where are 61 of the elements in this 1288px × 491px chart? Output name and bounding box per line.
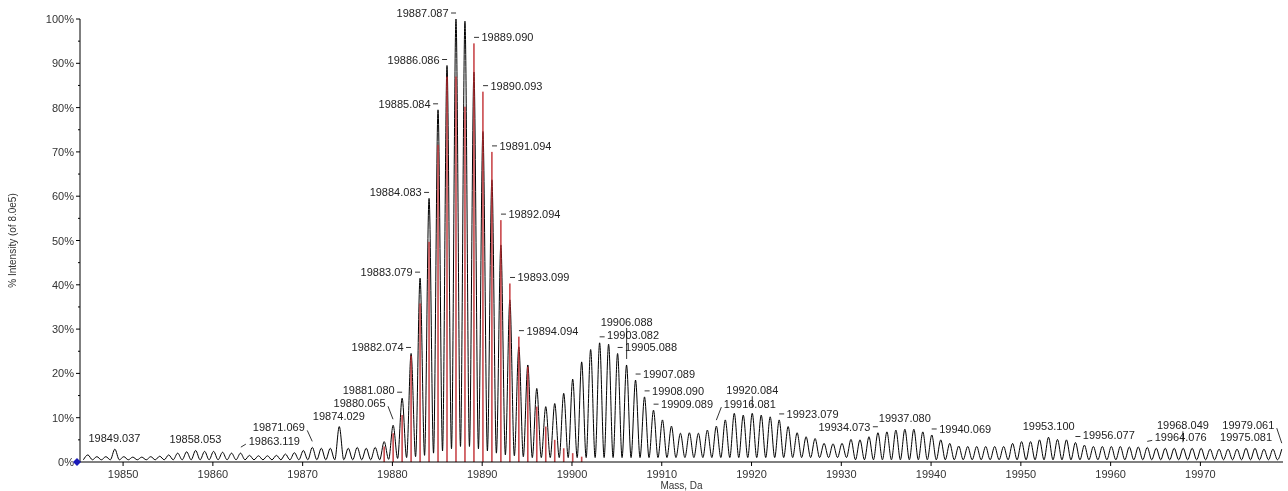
annotation: 19886.086 (387, 53, 440, 66)
x-tick-label: 19960 (1095, 468, 1126, 480)
y-tick-label: 10% (51, 411, 75, 424)
x-tick-label: 19970 (1185, 468, 1216, 480)
x-tick-label: 19910 (646, 468, 678, 480)
y-axis-title: % Intensity (of 8.0e5) (7, 193, 18, 288)
annotation: 19871.069 (252, 421, 305, 434)
annotation: 19863.119 (248, 435, 300, 448)
annotation: 19894.094 (526, 324, 579, 337)
annotation: 19968.049 (1156, 419, 1209, 432)
annotation: 19940.069 (939, 422, 992, 435)
x-tick-label: 19930 (826, 468, 857, 480)
x-tick-label: 19850 (107, 468, 139, 480)
annotation: 19890.093 (490, 79, 543, 92)
annotation: 19874.029 (312, 409, 365, 422)
y-tick-label: 40% (51, 278, 75, 291)
annotation: 19881.080 (342, 384, 395, 397)
x-tick-label: 19900 (556, 468, 588, 480)
annotation: 19887.087 (396, 7, 449, 19)
annotation: 19920.084 (726, 384, 779, 397)
annotation: 19858.053 (169, 433, 222, 446)
annotation: 19934.073 (818, 420, 871, 433)
y-tick-label: 60% (51, 190, 75, 203)
annotation: 19849.037 (88, 432, 141, 445)
annotation: 19916.081 (723, 398, 776, 411)
y-tick-label: 90% (51, 57, 75, 70)
y-tick-label: 100% (45, 13, 75, 25)
annotation: 19964.076 (1154, 431, 1207, 444)
annotation: 19884.083 (369, 186, 422, 199)
annotation: 19906.088 (600, 315, 653, 328)
annotation: 19975.081 (1220, 431, 1273, 444)
annotation: 19889.090 (481, 31, 534, 44)
annotation: 19953.100 (1022, 420, 1075, 433)
annotation: 19883.079 (360, 266, 413, 279)
annotation: 19908.090 (652, 384, 705, 397)
annotation: 19893.099 (517, 271, 570, 284)
annotation: 19892.094 (508, 208, 561, 221)
y-tick-label: 30% (51, 323, 75, 336)
annotation: 19909.089 (661, 398, 714, 411)
y-tick-label: 0% (58, 456, 75, 468)
x-tick-label: 19950 (1005, 468, 1037, 480)
x-tick-label: 19870 (287, 468, 318, 480)
annotation: 19956.077 (1082, 428, 1135, 441)
x-tick-label: 19860 (197, 468, 229, 480)
annotation: 19891.094 (499, 139, 552, 152)
x-tick-label: 19920 (736, 468, 767, 480)
y-tick-label: 50% (51, 234, 75, 247)
annotation: 19979.061 (1222, 419, 1275, 432)
y-tick-label: 70% (51, 145, 75, 158)
annotation: 19885.084 (378, 97, 431, 110)
annotation: 19923.079 (786, 407, 839, 420)
annotation: 19907.089 (643, 368, 696, 381)
annotation: 19882.074 (351, 341, 404, 354)
annotation: 19880.065 (333, 397, 386, 410)
x-tick-label: 19880 (377, 468, 408, 480)
x-tick-label: 19940 (915, 468, 947, 480)
annotation: 19937.080 (878, 412, 931, 425)
y-tick-label: 20% (51, 367, 75, 380)
y-tick-label: 80% (51, 101, 75, 114)
x-tick-label: 19890 (466, 468, 498, 480)
x-axis-title: Mass, Da (660, 480, 704, 491)
